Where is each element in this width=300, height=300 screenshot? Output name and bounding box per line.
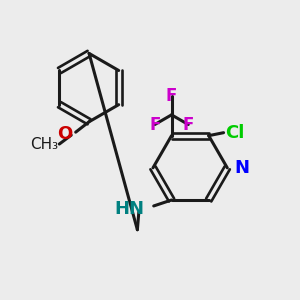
Text: HN: HN [115,200,145,218]
Text: F: F [183,116,194,134]
Text: F: F [149,116,160,134]
Text: F: F [166,86,177,104]
Text: Cl: Cl [225,124,244,142]
Text: CH₃: CH₃ [30,136,58,152]
Text: O: O [58,125,73,143]
Text: N: N [235,159,250,177]
